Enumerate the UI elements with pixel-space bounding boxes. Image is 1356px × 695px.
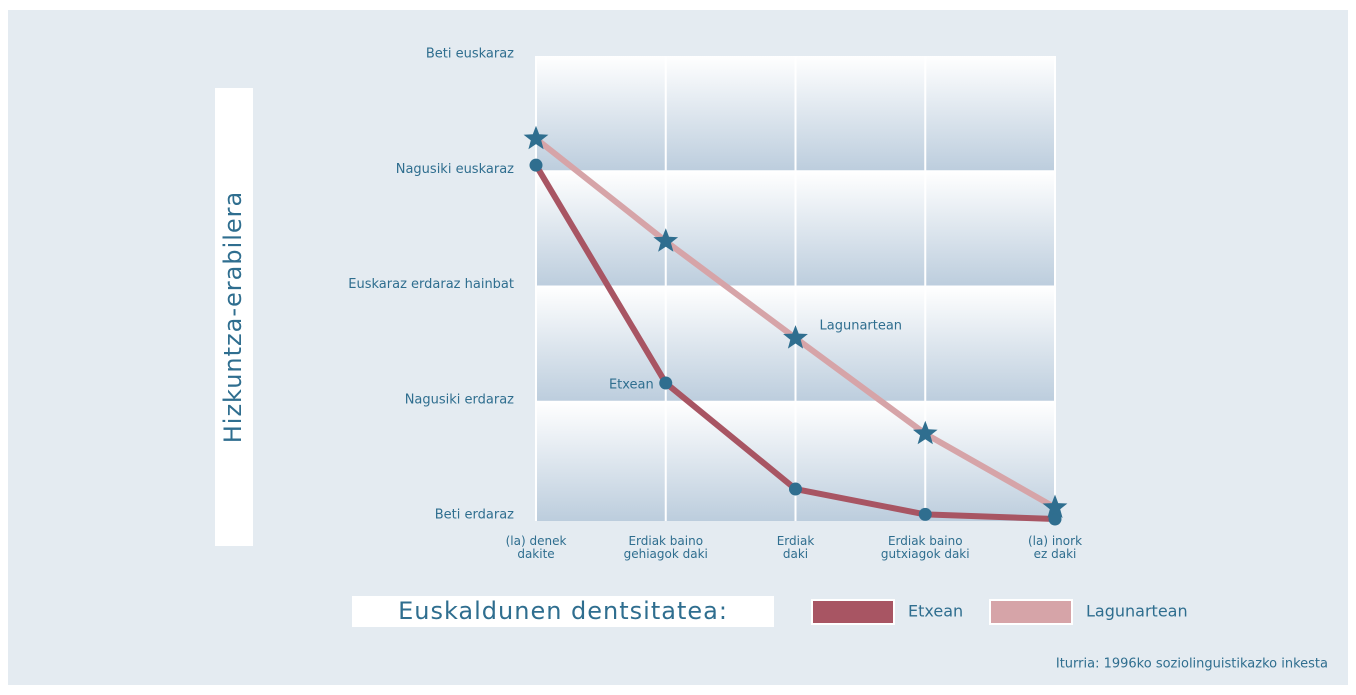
point-star [783,325,808,349]
x-tick-label: Erdiak baino gehiagok daki [624,534,708,561]
point [918,507,932,521]
y-axis-title: Hizkuntza-erabilera [219,191,247,444]
y-tick-label: Euskaraz erdaraz hainbat [348,277,514,292]
y-tick-label: Nagusiki erdaraz [405,392,514,407]
point [789,482,802,496]
legend-label: Etxean [908,602,963,621]
legend-title-box [352,596,774,627]
legend-swatch [811,599,895,625]
annotation: Lagunartean [820,319,903,334]
annotation: Etxean [609,378,654,393]
point-star [912,420,938,445]
x-tick-label: (la) inork ez daki [1028,534,1082,561]
y-tick-label: Beti erdaraz [435,508,514,523]
legend-label: Lagunartean [1086,602,1188,621]
point [659,376,673,390]
point [529,158,543,172]
x-tick-label: (la) denek dakite [506,534,567,561]
legend-swatch [989,599,1073,625]
point-star [1042,494,1068,518]
point-star [653,228,679,252]
y-tick-label: Nagusiki euskaraz [396,162,514,177]
legend-title: Euskaldunen dentsitatea: [398,597,728,625]
y-title-box [215,88,253,546]
point [1048,512,1062,526]
y-tick-label: Beti euskaraz [426,47,514,62]
x-tick-label: Erdiak baino gutxiagok daki [881,534,970,561]
point-star [523,125,549,150]
source: Iturria: 1996ko soziolinguistikazko inke… [1056,657,1328,672]
x-tick-label: Erdiak daki [777,534,815,561]
